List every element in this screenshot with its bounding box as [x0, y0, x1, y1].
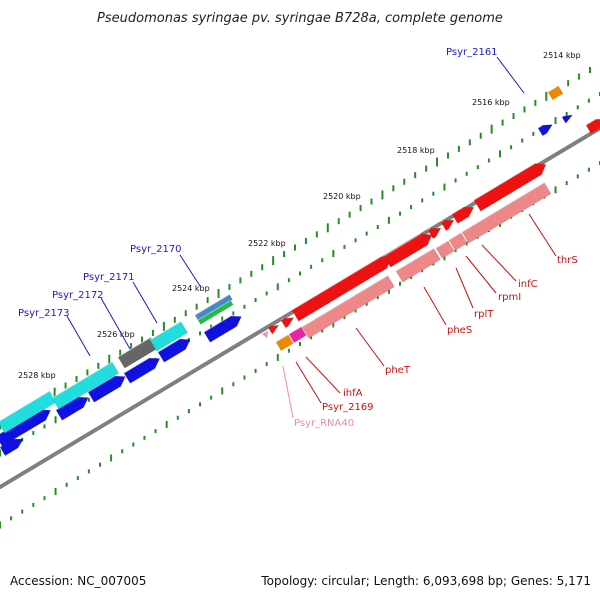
kbp-label-2514: 2514 kbp	[543, 51, 581, 60]
gene-red-small-1[interactable]	[267, 324, 280, 335]
accession-text: Accession: NC_007005	[10, 574, 146, 588]
gene-blue-8[interactable]	[537, 124, 553, 137]
right-gene-labels: thrS infC rpmI rplT pheS pheT ihfA Psyr_…	[282, 213, 578, 429]
label-phes[interactable]: pheS	[447, 325, 472, 336]
label-psyr-2170[interactable]: Psyr_2170	[130, 244, 182, 255]
gene-infc[interactable]	[451, 206, 475, 224]
label-psyr-2161[interactable]: Psyr_2161	[446, 47, 498, 58]
gene-red-small-2[interactable]	[280, 317, 295, 329]
gene-ihfa-magenta[interactable]	[288, 326, 307, 343]
gene-red-edge[interactable]	[585, 118, 600, 134]
rna40-marker[interactable]	[262, 331, 268, 338]
label-rpmi[interactable]: rpmI	[498, 292, 521, 303]
tick-tracks	[0, 67, 600, 529]
genome-title: Pseudomonas syringae pv. syringae B728a,…	[97, 11, 503, 26]
gene-rplt[interactable]	[427, 227, 442, 239]
label-rplt[interactable]: rplT	[474, 309, 494, 320]
label-psyr-2173[interactable]: Psyr_2173	[18, 308, 70, 319]
gene-thrs-rev[interactable]	[461, 182, 552, 244]
gene-thrs[interactable]	[473, 162, 547, 212]
label-psyr-2171[interactable]: Psyr_2171	[83, 272, 135, 283]
genome-summary-text: Topology: circular; Length: 6,093,698 bp…	[260, 574, 591, 588]
gene-rpmi-rev[interactable]	[448, 232, 468, 251]
gene-psyr-2170-a[interactable]	[194, 293, 233, 321]
label-psyr-2172[interactable]: Psyr_2172	[52, 290, 104, 301]
kbp-label-2518: 2518 kbp	[397, 146, 435, 155]
kbp-scale: 2514 kbp 2516 kbp 2518 kbp 2520 kbp 2522…	[18, 51, 581, 380]
gene-phes-rev[interactable]	[395, 247, 441, 283]
gene-psyr-2172[interactable]	[51, 361, 120, 410]
kbp-label-2526: 2526 kbp	[97, 330, 135, 339]
gene-psyr-2171b[interactable]	[149, 320, 188, 352]
gene-rplt-rev[interactable]	[435, 240, 455, 259]
label-psyr-2169[interactable]: Psyr_2169	[322, 402, 374, 413]
gene-tracks	[0, 85, 600, 456]
gene-phes[interactable]	[383, 233, 433, 268]
gene-psyr-2161[interactable]	[547, 85, 564, 101]
label-ihfa[interactable]: ihfA	[343, 388, 363, 399]
gene-blue-5[interactable]	[123, 357, 161, 384]
left-gene-labels: Psyr_2161 Psyr_2170 Psyr_2171 Psyr_2172 …	[18, 47, 525, 357]
kbp-label-2520: 2520 kbp	[323, 192, 361, 201]
gene-phet-rev[interactable]	[301, 275, 395, 339]
kbp-label-2524: 2524 kbp	[172, 284, 210, 293]
gene-psyr-2169-orange[interactable]	[275, 334, 294, 351]
kbp-label-2522: 2522 kbp	[248, 239, 286, 248]
kbp-label-2516: 2516 kbp	[472, 98, 510, 107]
gene-rpmi[interactable]	[440, 219, 455, 231]
gene-blue-9[interactable]	[561, 114, 574, 124]
gene-blue-6[interactable]	[157, 338, 191, 363]
gene-blue-4[interactable]	[87, 375, 126, 403]
label-psyr-rna40[interactable]: Psyr_RNA40	[294, 418, 354, 429]
kbp-label-2528: 2528 kbp	[18, 371, 56, 380]
label-phet[interactable]: pheT	[385, 365, 411, 376]
gene-blue-7[interactable]	[203, 315, 242, 343]
label-thrs[interactable]: thrS	[557, 255, 578, 266]
gene-psyr-2170-b[interactable]	[197, 299, 234, 325]
label-infc[interactable]: infC	[518, 279, 538, 290]
